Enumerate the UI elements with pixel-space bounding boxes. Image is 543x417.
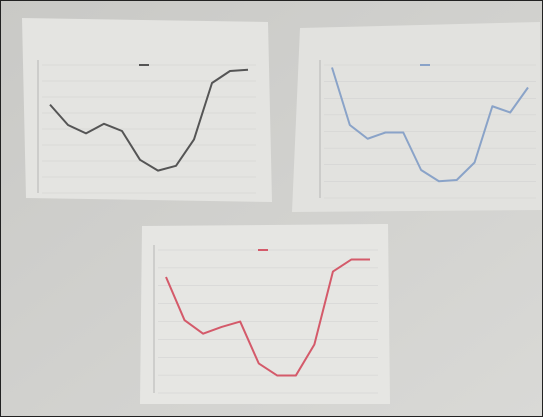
line <box>165 258 370 377</box>
chart <box>153 245 378 394</box>
paper <box>22 18 272 202</box>
paper <box>292 22 542 212</box>
line <box>49 68 249 172</box>
line <box>331 67 529 183</box>
chart <box>319 60 536 199</box>
charts <box>37 60 536 394</box>
chart <box>37 60 256 194</box>
paper <box>140 224 390 404</box>
